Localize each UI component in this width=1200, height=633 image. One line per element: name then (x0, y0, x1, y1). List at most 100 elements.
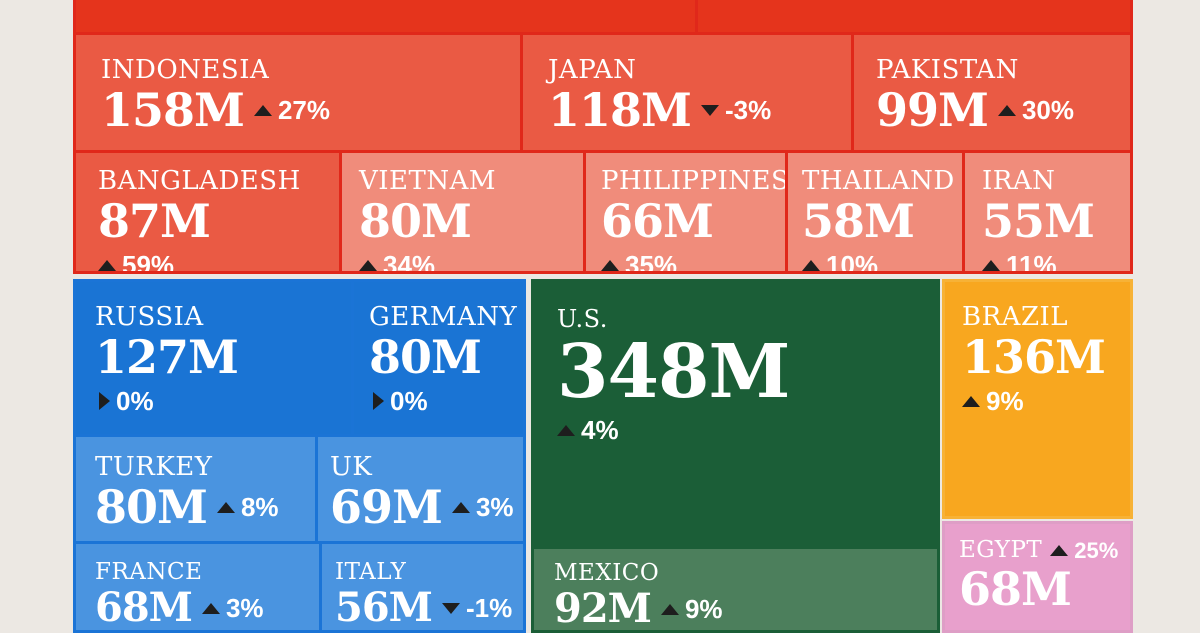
population-value: 80M (369, 330, 482, 384)
country-name: Bangladesh (98, 166, 301, 196)
tile-cropped (73, 0, 698, 35)
population-value: 87M (98, 194, 211, 248)
country-name: Russia (95, 302, 204, 332)
tile-uk: UK 69M 3% (315, 434, 526, 544)
population-value: 80M (359, 194, 472, 248)
tile-russia: Russia 127M 0% (73, 279, 354, 437)
change-text: 10% (826, 250, 879, 274)
change-label: 27% (253, 95, 330, 125)
triangle-up-icon (557, 424, 575, 436)
country-name: Egypt (959, 537, 1043, 563)
change-label: 9% (660, 594, 723, 624)
tile-vietnam: Vietnam 80M 34% (339, 150, 586, 274)
population-value: 58M (802, 194, 915, 248)
tile-pakistan: Pakistan 99M 30% (851, 32, 1133, 153)
population-value: 56M (335, 584, 433, 631)
tile-turkey: Turkey 80M 8% (73, 434, 318, 544)
population-value: 68M (959, 562, 1072, 616)
country-name: Japan (548, 55, 637, 85)
change-label: 4% (557, 417, 619, 443)
change-text: 59% (122, 250, 175, 274)
change-label: 25% (1050, 537, 1119, 563)
change-text: -1% (465, 593, 513, 623)
triangle-down-icon (700, 104, 719, 116)
population-value: 69M (330, 480, 443, 534)
tile-mexico: Mexico 92M 9% (531, 546, 940, 633)
change-label: -3% (700, 95, 772, 125)
triangle-up-icon (1050, 545, 1069, 556)
population-value: 127M (95, 330, 239, 384)
tile-u-s: U.S. 348M 4% (531, 279, 940, 549)
change-text: 30% (1021, 95, 1074, 125)
tile-philippines: Philippines 66M 35% (583, 150, 788, 274)
change-label: 0% (369, 388, 428, 414)
population-value: 68M (95, 584, 193, 631)
population-value: 55M (982, 194, 1095, 248)
triangle-up-icon (982, 259, 1000, 271)
tile-thailand: Thailand 58M 10% (785, 150, 965, 274)
change-label: 0% (95, 388, 154, 414)
change-label: 30% (997, 95, 1074, 125)
change-text: 35% (625, 250, 678, 274)
change-text: 11% (1006, 250, 1057, 274)
triangle-up-icon (802, 259, 820, 271)
change-label: -1% (441, 593, 513, 623)
triangle-up-icon (962, 395, 980, 407)
triangle-up-icon (253, 104, 272, 116)
country-name: Thailand (802, 166, 955, 196)
change-text: 3% (225, 593, 264, 623)
tile-france: France 68M 3% (73, 541, 322, 633)
population-value: 99M (876, 83, 989, 137)
country-name: Mexico (554, 560, 660, 586)
country-name: Germany (369, 302, 518, 332)
population-value: 136M (962, 330, 1106, 384)
country-name: Brazil (962, 302, 1069, 332)
tile-iran: Iran 55M 11% (962, 150, 1133, 274)
country-name: Indonesia (101, 55, 270, 85)
triangle-up-icon (451, 501, 470, 513)
country-name: Vietnam (359, 166, 497, 196)
country-name: UK (330, 452, 373, 482)
triangle-up-icon (660, 603, 679, 615)
change-text: 8% (240, 492, 279, 522)
change-text: 4% (581, 415, 619, 445)
change-text: -3% (724, 95, 772, 125)
change-label: 3% (451, 494, 514, 520)
country-name: Iran (982, 166, 1056, 196)
change-text: 0% (116, 386, 154, 416)
triangle-up-icon (201, 602, 220, 614)
change-text: 9% (986, 386, 1024, 416)
change-label: 11% (982, 250, 1057, 274)
tile-germany: Germany 80M 0% (351, 279, 526, 437)
tile-brazil: Brazil 136M 9% (942, 279, 1133, 519)
change-label: 3% (201, 593, 264, 623)
tile-egypt: Egypt 25% 68M (942, 521, 1133, 633)
tile-cropped (695, 0, 1133, 35)
change-label: 8% (216, 492, 279, 522)
triangle-right-icon (99, 392, 110, 410)
change-label: 10% (802, 250, 879, 274)
population-value: 80M (95, 480, 208, 534)
triangle-up-icon (216, 501, 235, 513)
change-text: 25% (1074, 537, 1119, 563)
population-value: 92M (554, 585, 652, 632)
population-value: 348M (557, 329, 790, 415)
population-value: 118M (548, 83, 692, 137)
tile-italy: Italy 56M -1% (319, 541, 526, 633)
triangle-right-icon (373, 392, 384, 410)
change-text: 27% (277, 95, 330, 125)
tile-bangladesh: Bangladesh 87M 59% (73, 150, 342, 274)
country-name: France (95, 559, 203, 585)
triangle-up-icon (997, 104, 1016, 116)
change-text: 9% (684, 594, 723, 624)
country-name: Philippines (601, 166, 788, 196)
change-label: 35% (601, 250, 678, 274)
triangle-up-icon (601, 259, 619, 271)
country-name: Pakistan (876, 55, 1019, 85)
country-name: U.S. (557, 305, 608, 333)
triangle-down-icon (441, 602, 460, 614)
change-label: 59% (98, 250, 175, 274)
population-value: 158M (101, 83, 245, 137)
tile-japan: Japan 118M -3% (520, 32, 854, 153)
